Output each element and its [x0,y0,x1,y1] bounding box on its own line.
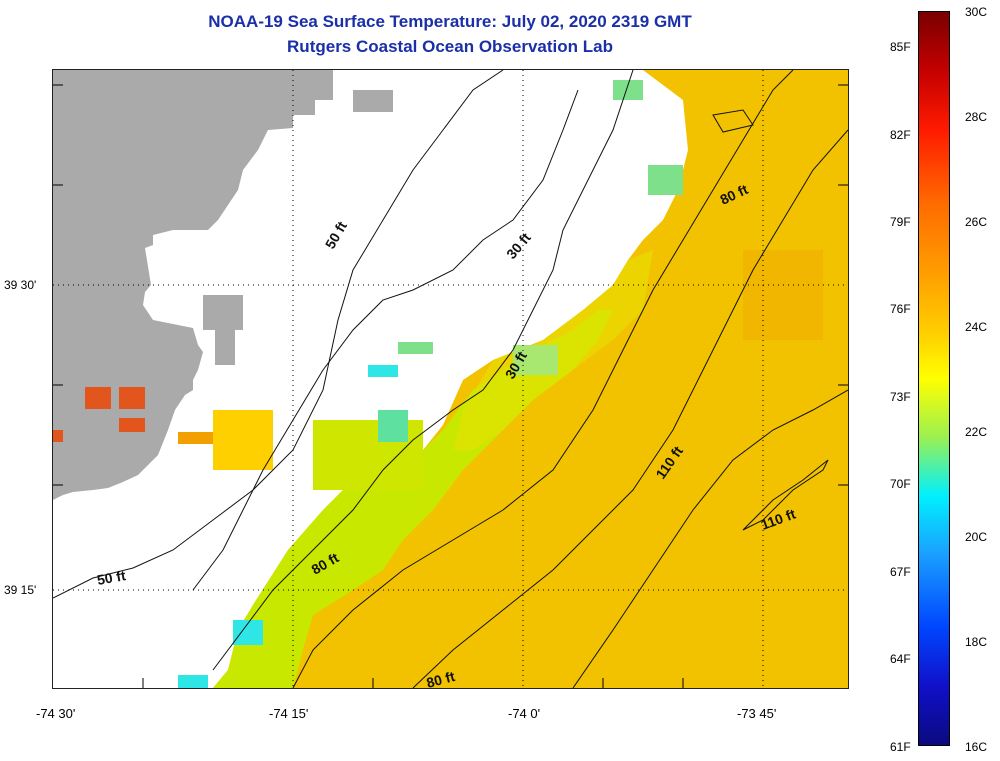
land-patch [215,320,235,365]
colorbar-f-label: 64F [890,652,911,666]
sst-cell [513,345,558,375]
colorbar-f-label: 61F [890,740,911,754]
lon-label-73-45: -73 45' [737,706,777,721]
graticule [53,70,848,688]
temperature-colorbar [918,11,950,746]
colorbar-c-label: 30C [965,5,988,19]
lat-label-39-30: 39 30' [4,278,37,292]
sst-cell [398,342,433,354]
colorbar-c-label: 16C [965,740,988,754]
map-title: NOAA-19 Sea Surface Temperature: July 02… [208,12,692,31]
lon-label-74-0: -74 0' [508,706,541,721]
colorbar-c-label: 20C [965,530,988,544]
sst-cell [178,675,208,688]
sst-cell [368,365,398,377]
colorbar-c-label: 18C [965,635,988,649]
sst-cell [378,410,408,442]
land-patch [353,90,393,112]
sst-cell [178,432,213,444]
sst-cell [213,410,273,470]
colorbar-f-label: 70F [890,477,911,491]
sst-map[interactable]: 50 ft 30 ft 80 ft 30 ft 110 ft 110 ft 80… [52,69,849,689]
sst-cell [233,620,263,645]
sst-cell [648,165,683,195]
colorbar-f-label: 73F [890,390,911,404]
axis-ticks [53,84,848,688]
contour-label: 50 ft [322,218,350,251]
contour-label: 80 ft [425,668,457,688]
contour-label: 50 ft [96,567,127,588]
colorbar-c-label: 22C [965,425,988,439]
sst-cell [743,250,823,340]
sst-hot-cell [85,387,111,409]
sst-hot-cell [119,387,145,409]
colorbar-c-label: 26C [965,215,988,229]
colorbar-c-label: 28C [965,110,988,124]
sst-cell [613,80,643,100]
colorbar-f-label: 82F [890,128,911,142]
colorbar-f-label: 67F [890,565,911,579]
sst-hot-cell [119,418,145,432]
contour-label: 30 ft [503,229,534,262]
lon-label-74-30: -74 30' [36,706,76,721]
sst-map-svg: 50 ft 30 ft 80 ft 30 ft 110 ft 110 ft 80… [53,70,848,688]
colorbar-f-label: 85F [890,40,911,54]
colorbar-f-label: 76F [890,302,911,316]
colorbar-f-label: 79F [890,215,911,229]
map-subtitle: Rutgers Coastal Ocean Observation Lab [287,37,613,56]
lat-label-39-15: 39 15' [4,583,37,597]
sst-hot-cell [53,430,63,442]
colorbar-c-label: 24C [965,320,988,334]
lon-label-74-15: -74 15' [269,706,309,721]
